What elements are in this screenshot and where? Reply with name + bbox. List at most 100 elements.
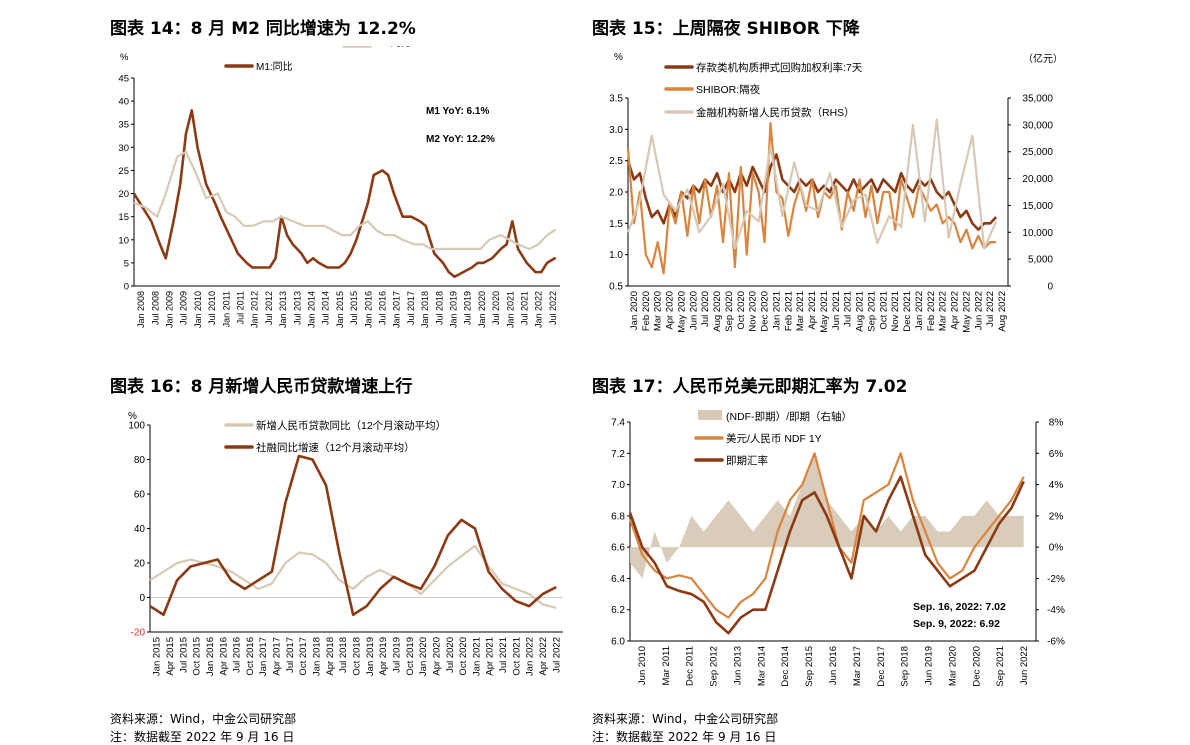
y2-tick-label: 0	[1047, 282, 1053, 293]
chart-annotation: M1 YoY: 6.1%	[426, 106, 489, 117]
x-tick-label: Apr 2020	[431, 637, 442, 676]
series-line-2	[626, 118, 998, 250]
x-tick-label: Jan 2012	[250, 291, 260, 328]
x-tick-label: Jul 2021	[498, 637, 509, 673]
x-tick-label: Jun 2010	[637, 646, 648, 685]
x-tick-label: Feb 2020	[641, 291, 652, 331]
x-tick-label: Jan 2021	[771, 291, 782, 330]
legend-label: 新增人民币贷款同比（12个月滚动平均）	[256, 419, 446, 432]
x-tick-label: Apr 2017	[272, 637, 283, 676]
x-tick-label: Jun 2022	[973, 291, 984, 330]
x-tick-label: Jan 2020	[477, 291, 487, 328]
x-tick-label: Sep 2012	[709, 646, 720, 687]
x-tick-label: Jul 2013	[292, 291, 302, 325]
x-tick-label: Apr 2018	[325, 637, 336, 676]
x-tick-label: Jul 2015	[178, 637, 189, 673]
x-tick-label: Dec 2020	[971, 646, 982, 687]
x-tick-label: Dec 2020	[760, 291, 771, 332]
x-tick-label: Jul 2014	[321, 291, 331, 325]
y-tick-label: 3.5	[609, 94, 623, 105]
y2-tick-label: 35,000	[1022, 94, 1053, 105]
chart16: -20 0 20 40 60 80 100% Jan 2015 Apr 2015 Jul 2015…	[128, 411, 563, 676]
chart15-title: 图表 15：上周隔夜 SHIBOR 下降	[592, 19, 860, 39]
x-tick-label: Apr 2020	[665, 291, 676, 330]
x-tick-label: Oct 2016	[245, 637, 256, 676]
y-tick-label: 15	[118, 212, 129, 223]
x-tick-label: Jul 2018	[338, 637, 349, 673]
legend-swatch	[698, 410, 722, 420]
x-tick-label: Sep 2020	[724, 291, 735, 332]
x-tick-label: Jun 2016	[828, 646, 839, 685]
x-tick-label: Jul 2012	[264, 291, 274, 325]
y2-tick-label: 0%	[1049, 543, 1064, 554]
x-tick-label: Jan 2020	[629, 291, 640, 330]
x-tick-label: Jul 2017	[285, 637, 296, 673]
x-tick-label: Oct 2017	[298, 637, 309, 676]
series-line-2	[628, 475, 1025, 635]
y-tick-label: 100	[128, 421, 145, 432]
chart-annotation: M2 YoY: 12.2%	[426, 134, 495, 145]
x-tick-label: Oct 2020	[736, 291, 747, 330]
chart17: 6.0 6.2 6.4 6.6 6.8 7.0 7.2 7.4 -6% -4% -2% 0% 2% 4% 6…	[611, 410, 1065, 687]
x-tick-label: Jun 2019	[924, 646, 935, 685]
x-tick-label: Jan 2011	[221, 291, 231, 327]
x-tick-label: Oct 2021	[511, 637, 522, 676]
y-tick-label: 80	[134, 455, 146, 466]
note-right: 注：数据截至 2022 年 9 月 16 日	[592, 730, 777, 744]
x-tick-label: Jan 2020	[418, 637, 429, 676]
y-tick-label: 40	[134, 524, 146, 535]
y2-tick-label: 30,000	[1022, 120, 1053, 131]
y2-tick-label: 20,000	[1022, 174, 1053, 185]
x-tick-label: Jul 2016	[378, 291, 388, 325]
x-tick-label: Jan 2018	[420, 291, 430, 328]
x-tick-label: Jul 2019	[391, 637, 402, 673]
y2-tick-label: -6%	[1047, 637, 1065, 648]
x-tick-label: Jan 2010	[193, 291, 203, 328]
chart-annotation: Sep. 16, 2022: 7.02	[913, 601, 1006, 613]
x-tick-label: Mar 2022	[938, 291, 949, 331]
y-tick-label: 2.5	[609, 156, 623, 167]
chart17-title: 图表 17：人民币兑美元即期汇率为 7.02	[592, 377, 908, 397]
y2-unit-label: （亿元）	[1023, 52, 1063, 65]
x-tick-label: Jan 2019	[365, 637, 376, 676]
x-tick-label: Jan 2016	[205, 637, 216, 676]
legend-label: M1:同比	[256, 61, 293, 73]
y2-tick-label: 15,000	[1022, 201, 1053, 212]
x-tick-label: Oct 2020	[458, 637, 469, 676]
x-tick-label: Jan 2021	[505, 291, 515, 328]
x-tick-label: Jul 2018	[434, 291, 444, 325]
series-line-1	[149, 454, 557, 617]
x-tick-label: Jan 2017	[392, 291, 402, 328]
x-tick-label: Apr 2021	[807, 291, 818, 330]
series-line-1	[626, 121, 997, 275]
x-tick-label: Mar 2011	[661, 646, 672, 685]
y-tick-label: 30	[118, 143, 129, 154]
x-tick-label: Aug 2021	[855, 291, 866, 332]
y2-tick-label: 2%	[1049, 511, 1064, 522]
x-tick-label: Sep 2021	[995, 646, 1006, 687]
x-tick-label: Oct 2019	[405, 637, 416, 676]
x-tick-label: Jul 2011	[236, 291, 246, 324]
x-tick-label: Oct 2018	[352, 637, 363, 676]
x-tick-label: Jul 2016	[232, 637, 243, 673]
x-tick-label: Sep 2018	[900, 646, 911, 687]
x-tick-label: Jul 2021	[520, 291, 530, 325]
series-line-0	[149, 544, 557, 609]
chart15: 0.5 1.0 1.5 2.0 2.5 3.0 3.5% 0 5,000 10,000 15,000…	[609, 52, 1063, 333]
x-tick-label: Jun 2020	[688, 291, 699, 330]
y-tick-label: 3.0	[609, 125, 623, 136]
x-tick-label: Jul 2008	[150, 291, 160, 325]
x-tick-label: Apr 2016	[218, 637, 229, 676]
x-tick-label: Sep 2015	[804, 646, 815, 687]
x-tick-label: Jun 2013	[732, 646, 743, 685]
y2-tick-label: 8%	[1049, 418, 1064, 429]
y-tick-label: 1.0	[609, 250, 623, 261]
x-tick-label: Jul 2020	[700, 291, 711, 327]
y2-tick-label: 4%	[1049, 480, 1064, 491]
legend-label: SHIBOR:隔夜	[696, 83, 761, 96]
y-tick-label: 10	[118, 235, 129, 246]
y-tick-label: 1.5	[609, 219, 623, 230]
x-tick-label: Jan 2009	[165, 291, 175, 328]
y-tick-label: 20	[118, 189, 129, 200]
x-tick-label: Sep 2021	[866, 291, 877, 332]
